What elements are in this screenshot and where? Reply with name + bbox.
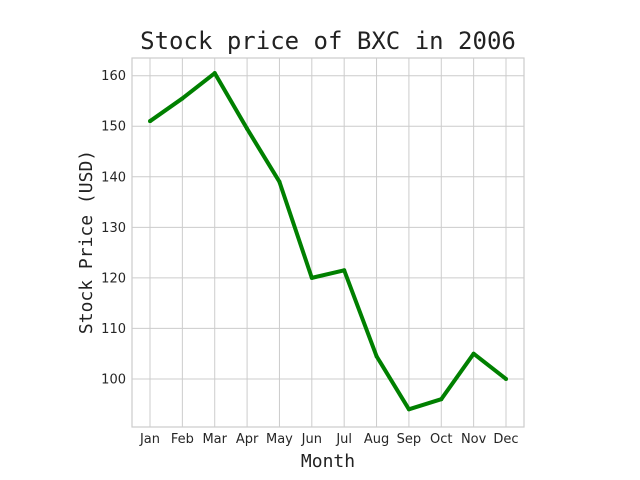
y-tick-label: 160: [101, 69, 126, 84]
y-tick-label: 140: [101, 170, 126, 185]
x-axis-label: Month: [301, 451, 355, 472]
plot-frame: [131, 57, 525, 428]
data-point: [374, 354, 379, 359]
x-tick-label: Oct: [430, 432, 452, 447]
x-tick-label: Jun: [301, 432, 322, 447]
data-point: [309, 275, 314, 280]
data-point: [180, 96, 185, 101]
y-tick-label: 110: [101, 322, 126, 337]
chart-title: Stock price of BXC in 2006: [140, 27, 516, 55]
x-tick-label: May: [266, 432, 293, 447]
x-tick-label: Apr: [236, 432, 259, 447]
x-tick-label: Aug: [364, 432, 389, 447]
x-tick-label: Mar: [202, 432, 227, 447]
y-axis-label: Stock Price (USD): [76, 150, 97, 334]
y-tick-label: 130: [101, 221, 126, 236]
x-tick-label: Jul: [335, 432, 352, 447]
data-point: [406, 407, 411, 412]
data-point: [245, 126, 250, 131]
y-axis-ticks: 100 110 120 130 140 150 160: [101, 69, 126, 387]
data-point: [148, 119, 152, 124]
y-tick-label: 150: [101, 120, 126, 135]
x-tick-label: Nov: [461, 432, 487, 447]
x-tick-label: Dec: [493, 432, 518, 447]
series-layer: [148, 71, 508, 412]
data-point: [504, 376, 508, 381]
y-tick-label: 120: [101, 271, 126, 286]
data-point: [439, 397, 444, 402]
data-point: [212, 71, 217, 76]
y-tick-label: 100: [101, 372, 126, 387]
series-line: [148, 71, 508, 412]
x-tick-label: Feb: [171, 432, 194, 447]
data-point: [277, 179, 282, 184]
x-tick-label: Sep: [397, 432, 422, 447]
x-tick-label: Jan: [139, 432, 160, 447]
data-point: [471, 351, 476, 356]
data-point: [342, 268, 347, 273]
x-axis-ticks: Jan Feb Mar Apr May Jun Jul Aug Sep Oct Nov Dec: [139, 432, 519, 447]
